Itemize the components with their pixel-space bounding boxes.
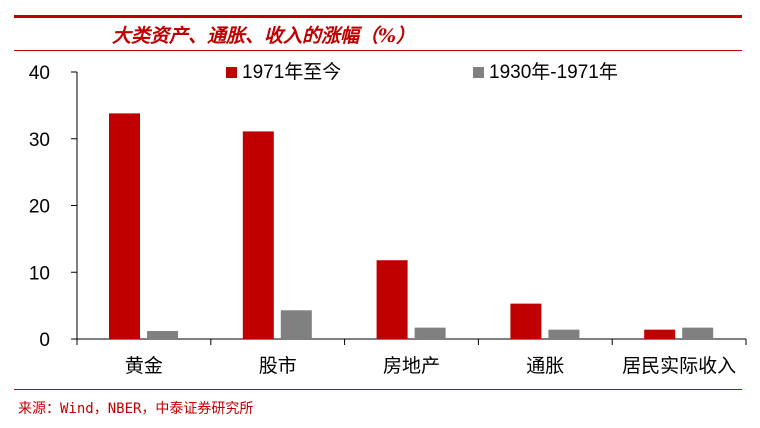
bars <box>109 113 714 339</box>
bar-series-1-2 <box>376 260 408 339</box>
legend-label-2: 1930年-1971年 <box>489 61 618 83</box>
x-category-label: 股市 <box>259 355 297 377</box>
title-rule <box>14 50 742 51</box>
y-tick-label: 10 <box>29 263 50 284</box>
legend-swatch-2 <box>473 67 484 78</box>
bar-series-2-3 <box>548 329 580 339</box>
bar-series-1-3 <box>510 303 542 339</box>
top-rule <box>14 15 742 18</box>
bar-series-2-4 <box>682 327 714 339</box>
legend: 1971年至今 1930年-1971年 <box>226 61 618 83</box>
x-category-label: 通胀 <box>526 355 564 377</box>
x-category-label: 黄金 <box>125 355 163 377</box>
axis-labels: 0 10 20 30 40 黄金 股市 房地产 通胀 居民实际收入 <box>29 63 736 377</box>
y-tick-label: 20 <box>29 197 50 218</box>
axes <box>71 71 747 345</box>
bottom-rule <box>14 389 742 390</box>
bar-series-1-4 <box>644 329 676 339</box>
bar-series-2-1 <box>280 310 312 339</box>
bar-series-1-1 <box>242 131 274 339</box>
y-tick-label: 40 <box>29 63 50 84</box>
bar-series-2-0 <box>147 330 178 339</box>
x-category-label: 房地产 <box>383 355 440 377</box>
source-note: 来源：Wind，NBER，中泰证券研究所 <box>18 401 254 417</box>
bar-chart: 0 10 20 30 40 黄金 股市 房地产 通胀 居民实际收入 1971年至今 1930年-19… <box>29 61 747 377</box>
legend-label-1: 1971年至今 <box>242 61 341 83</box>
x-category-label: 居民实际收入 <box>622 355 736 377</box>
bar-series-1-0 <box>109 113 140 339</box>
bar-series-2-2 <box>414 327 446 339</box>
chart-title: 大类资产、通胀、收入的涨幅（%） <box>112 25 416 47</box>
y-tick-label: 30 <box>29 130 50 151</box>
legend-swatch-1 <box>226 67 237 78</box>
y-tick-label: 0 <box>39 330 50 351</box>
